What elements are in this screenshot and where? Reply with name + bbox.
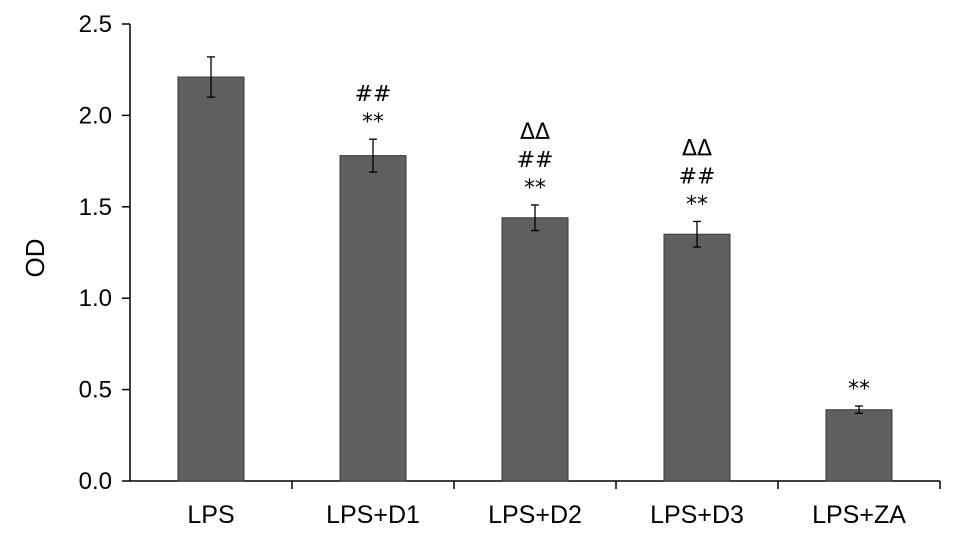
y-axis-title: OD bbox=[20, 239, 50, 278]
y-tick-label: 1.0 bbox=[79, 285, 112, 312]
bar bbox=[339, 155, 407, 482]
y-tick-label: 2.0 bbox=[79, 102, 112, 129]
significance-label: ** bbox=[524, 176, 546, 201]
x-category-label: LPS+D1 bbox=[326, 501, 420, 529]
significance-label: ## bbox=[679, 164, 716, 189]
significance-label: ## bbox=[355, 82, 392, 107]
plot-area: 0.0 0.5 1.0 1.5 2.0 2.5 LPS ** ## LPS+D1 ** ## ΔΔ LPS… bbox=[79, 11, 941, 529]
significance-label: ** bbox=[686, 192, 708, 217]
significance-label: ** bbox=[362, 110, 384, 135]
y-tick-label: 0.5 bbox=[79, 377, 112, 404]
x-category-label: LPS bbox=[187, 501, 234, 529]
significance-label: ΔΔ bbox=[682, 136, 712, 161]
bar bbox=[501, 217, 569, 482]
significance-label: ΔΔ bbox=[520, 120, 550, 145]
significance-label: ** bbox=[848, 377, 870, 402]
significance-label: ## bbox=[517, 148, 554, 173]
x-category-label: LPS+D2 bbox=[488, 501, 582, 529]
y-tick-label: 1.5 bbox=[79, 194, 112, 221]
y-tick-label: 2.5 bbox=[79, 11, 112, 38]
y-tick-label: 0.0 bbox=[79, 468, 112, 495]
x-category-label: LPS+D3 bbox=[650, 501, 744, 529]
bar bbox=[663, 233, 731, 482]
bar bbox=[177, 76, 245, 482]
bar bbox=[825, 409, 893, 482]
x-category-label: LPS+ZA bbox=[812, 501, 906, 529]
